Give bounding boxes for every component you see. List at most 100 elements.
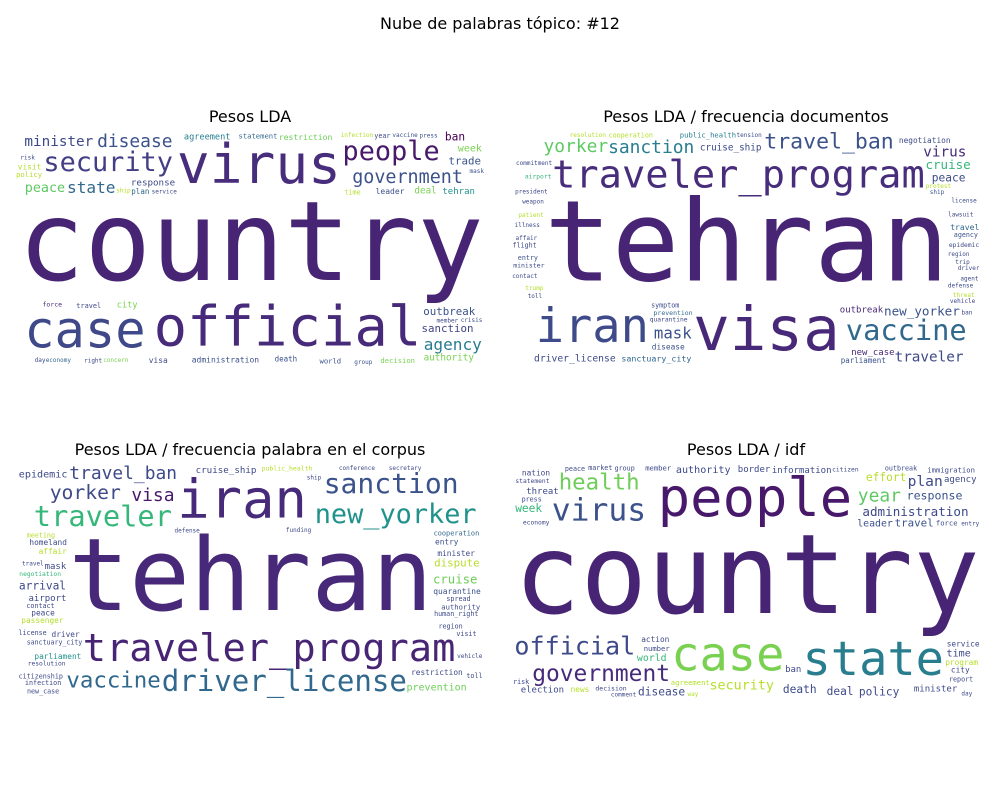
word-risk: risk — [20, 155, 35, 162]
word-outbreak: outbreak — [885, 464, 917, 472]
word-time: time — [345, 188, 361, 196]
word-citizenship: citizenship — [19, 672, 63, 680]
word-toll: toll — [466, 672, 482, 680]
word-flight: flight — [513, 242, 537, 250]
word-trip: trip — [955, 259, 970, 266]
word-peace: peace — [31, 608, 55, 617]
panel-title-4: Pesos LDA / idf — [686, 440, 806, 459]
word-patient: patient — [518, 212, 544, 219]
word-ship: ship — [930, 189, 945, 196]
word-case: case — [671, 627, 784, 682]
word-effort: effort — [866, 471, 906, 484]
word-mask: mask — [654, 323, 692, 342]
word-government: government — [532, 661, 670, 687]
word-response: response — [907, 488, 963, 502]
word-ban: ban — [445, 131, 465, 144]
word-cruise-ship: cruise_ship — [700, 143, 762, 154]
word-comment: comment — [611, 692, 637, 699]
word-disease: disease — [97, 131, 172, 152]
word-disease: disease — [652, 343, 685, 352]
word-group: group — [615, 465, 635, 473]
word-minister: minister — [914, 685, 958, 695]
word-secretary: secretary — [389, 465, 422, 472]
word-mask: mask — [45, 562, 67, 572]
word-year: year — [374, 132, 390, 140]
word-trade: trade — [449, 155, 482, 168]
word-news: news — [571, 685, 590, 694]
word-administration: administration — [862, 504, 968, 519]
word-agreement: agreement — [184, 132, 231, 142]
word-crisis: crisis — [461, 317, 483, 324]
word-service: service — [152, 189, 178, 196]
word-travel: travel — [895, 517, 934, 530]
word-virus: virus — [177, 132, 341, 196]
word-right: right — [84, 358, 102, 365]
word-time: time — [947, 649, 971, 660]
wordcloud-3: tehran traveler_program iran traveler new_yo… — [15, 464, 485, 699]
word-cruise: cruise — [433, 573, 477, 587]
word-economy: economy — [523, 520, 550, 527]
word-country: country — [18, 178, 484, 307]
word-world: world — [637, 653, 667, 664]
word-entry: entry — [435, 538, 459, 547]
word-market: market — [588, 464, 612, 472]
word-dispute: dispute — [434, 557, 480, 570]
word-passenger: passenger — [21, 616, 64, 625]
word-agency: agency — [954, 231, 978, 239]
word-visa: visa — [149, 356, 168, 365]
wordcloud-2: tehran visa traveler_program iran vaccine tra… — [511, 131, 981, 366]
word-member: member — [437, 317, 459, 324]
word-new-yorker: new_yorker — [315, 499, 477, 530]
word-member: member — [645, 464, 672, 473]
word-outbreak: outbreak — [840, 306, 884, 316]
word-policy: policy — [859, 685, 900, 698]
word-epidemic: epidemic — [19, 470, 68, 481]
word-agency: agency — [424, 335, 482, 354]
word-force: force — [43, 301, 63, 309]
figure-title: Nube de palabras tópico: #12 — [380, 14, 620, 33]
word-virus: virus — [552, 493, 647, 529]
word-restriction: restriction — [279, 132, 333, 142]
word-new-yorker: new_yorker — [884, 303, 960, 318]
word-parliament: parliament — [841, 356, 886, 365]
word-affair: affair — [39, 547, 67, 556]
word-contact: contact — [512, 273, 538, 280]
word-defense: defense — [948, 282, 974, 289]
word-agreement: agreement — [671, 678, 710, 687]
word-concern: concern — [103, 357, 129, 364]
word-ban: ban — [785, 665, 801, 675]
word-number: number — [644, 644, 671, 653]
word-report: report — [949, 676, 973, 684]
word-travel: travel — [950, 222, 979, 232]
word-administration: administration — [192, 356, 260, 365]
word-ban: ban — [962, 309, 973, 316]
word-sanctuary-city: sanctuary_city — [27, 639, 83, 647]
word-homeland: homeland — [29, 538, 67, 547]
word-negotiation: negotiation — [899, 136, 951, 145]
word-cruise: cruise — [926, 157, 971, 172]
word-human-right: human_right — [434, 610, 478, 618]
word-symptom: symptom — [651, 301, 679, 309]
word-week: week — [458, 143, 482, 154]
word-lawsuit: lawsuit — [948, 212, 974, 219]
word-official: official — [514, 631, 635, 660]
word-sanction: sanction — [422, 322, 474, 335]
word-public-health: public_health — [262, 465, 313, 473]
word-driver: driver — [52, 630, 80, 639]
word-funding: funding — [286, 527, 312, 534]
word-defense: defense — [175, 527, 201, 534]
word-people: people — [658, 466, 852, 529]
word-negotiation: negotiation — [19, 571, 61, 578]
word-yorker: yorker — [544, 136, 609, 157]
word-mask: mask — [470, 168, 485, 175]
wordcloud-1: country virus official case government securi… — [15, 131, 485, 366]
word-nation: nation — [522, 468, 550, 477]
word-entry: entry — [961, 520, 979, 527]
word-epidemic: epidemic — [949, 242, 980, 249]
word-virus: virus — [923, 144, 966, 160]
word-sanction: sanction — [608, 137, 694, 158]
word-travel-ban: travel_ban — [764, 131, 893, 155]
